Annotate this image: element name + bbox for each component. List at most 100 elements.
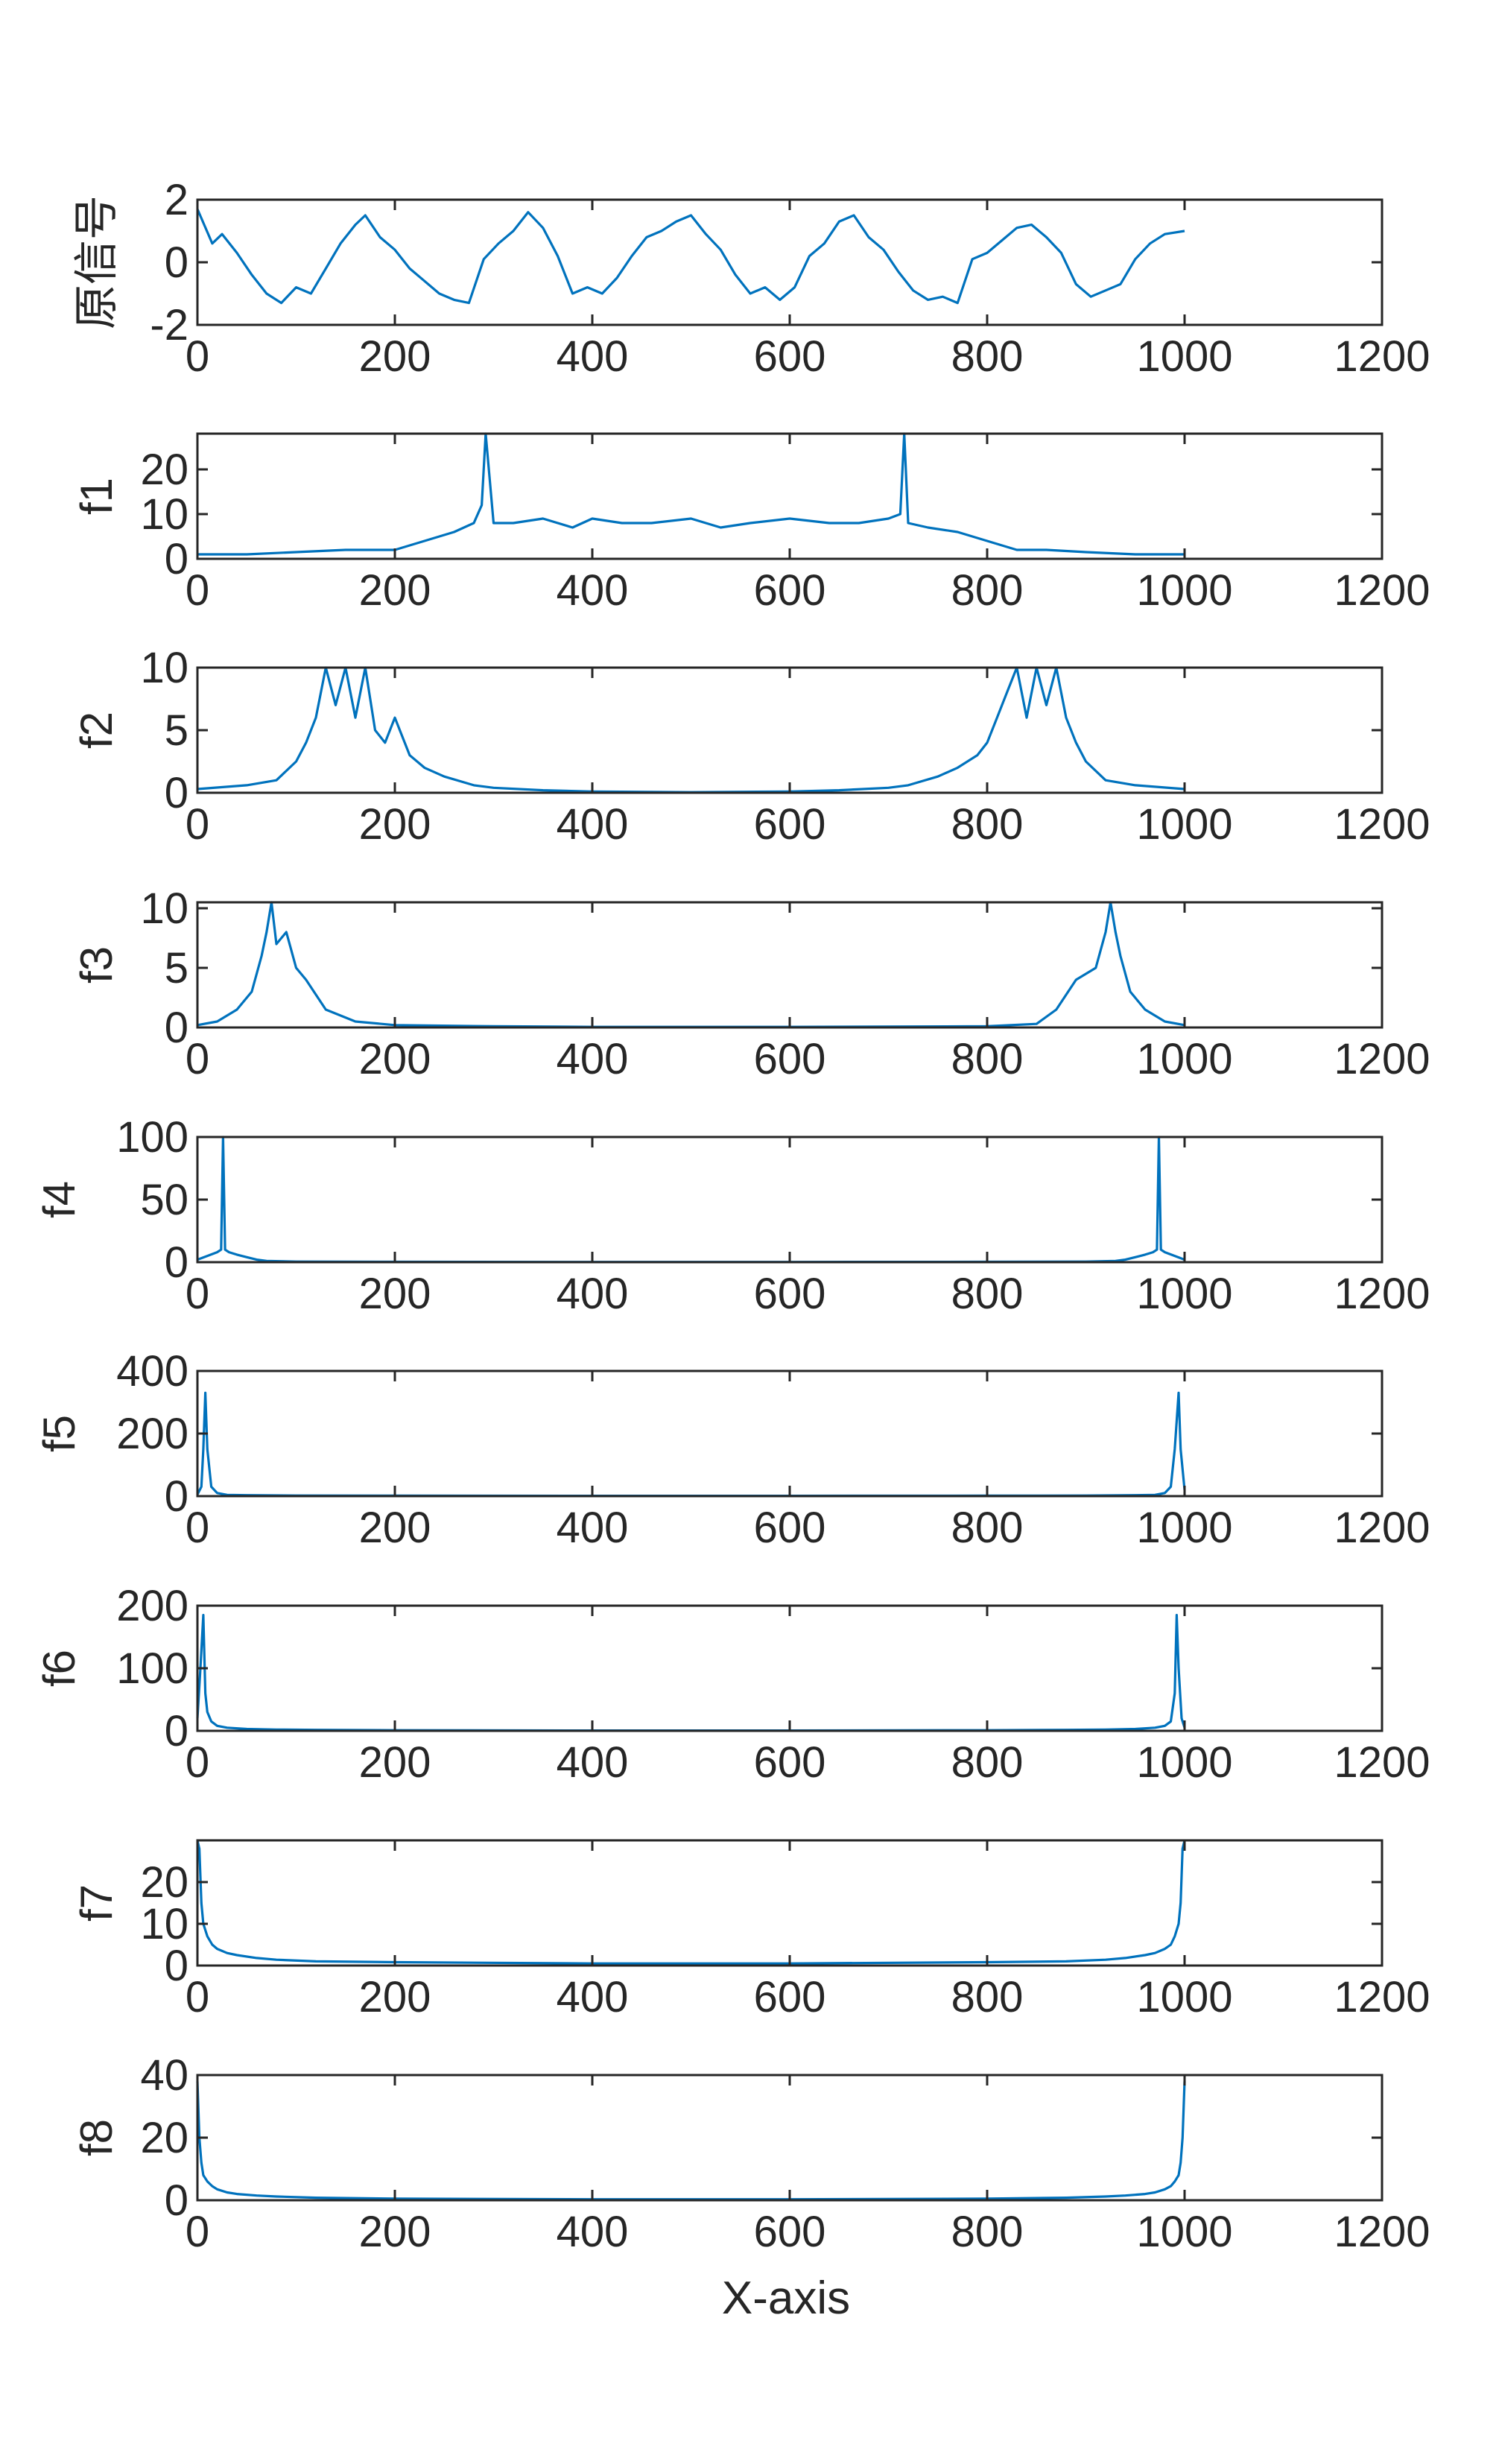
y-tick-label: 20: [140, 1858, 188, 1907]
y-axis-label: f6: [34, 1650, 84, 1687]
y-tick-label: 10: [140, 884, 188, 933]
x-tick-label: 400: [557, 332, 629, 381]
x-tick-label: 200: [359, 1035, 431, 1083]
subplot-9: 0 200 400 600 800 1000 1200 0 20 40 f8: [72, 2051, 1430, 2256]
x-tick-label: 0: [186, 800, 209, 849]
x-tick-label: 800: [951, 2208, 1024, 2256]
x-tick-label: 1200: [1334, 1035, 1430, 1083]
y-tick-label: 10: [140, 644, 188, 692]
subplot-6: 0 200 400 600 800 1000 1200 0 200 400 f5: [34, 1347, 1430, 1552]
y-tick-label: 10: [140, 1900, 188, 1948]
x-tick-label: 1000: [1136, 1738, 1232, 1787]
x-tick-label: 400: [557, 1270, 629, 1318]
x-tick-label: 1000: [1136, 332, 1232, 381]
y-tick-label: 0: [165, 2176, 188, 2225]
x-tick-label: 400: [557, 1973, 629, 2021]
x-tick-label: 1000: [1136, 2208, 1232, 2256]
x-tick-label: 0: [186, 332, 209, 381]
x-tick-label: 200: [359, 2208, 431, 2256]
x-tick-label: 200: [359, 332, 431, 381]
x-tick-label: 200: [359, 1973, 431, 2021]
x-tick-label: 400: [557, 566, 629, 615]
x-tick-label: 600: [754, 1973, 826, 2021]
x-tick-label: 800: [951, 800, 1024, 849]
series-line: [196, 208, 1185, 305]
subplot-3: 0 200 400 600 800 1000 1200 0 5 10 f2: [72, 644, 1430, 849]
x-tick-label: 800: [951, 1270, 1024, 1318]
x-tick-label: 0: [186, 1035, 209, 1083]
x-tick-label: 1200: [1334, 1504, 1430, 1552]
y-tick-label: 0: [165, 1472, 188, 1521]
y-tick-label: -2: [150, 301, 188, 349]
x-tick-label: 200: [359, 1738, 431, 1787]
x-tick-label: 600: [754, 1738, 826, 1787]
subplot-7: 0 200 400 600 800 1000 1200 0 100 200 f6: [34, 1582, 1430, 1787]
x-tick-label: 1200: [1334, 332, 1430, 381]
y-tick-label: 200: [116, 1410, 188, 1458]
x-tick-label: 400: [557, 2208, 629, 2256]
y-axis-label: f3: [72, 946, 121, 984]
y-tick-label: 50: [140, 1176, 188, 1224]
x-tick-label: 400: [557, 1035, 629, 1083]
subplot-4: 0 200 400 600 800 1000 1200 0 5 10 f3: [72, 884, 1430, 1083]
x-tick-label: 1000: [1136, 1504, 1232, 1552]
x-tick-label: 600: [754, 332, 826, 381]
y-tick-label: 0: [165, 1238, 188, 1287]
x-tick-label: 400: [557, 1504, 629, 1552]
y-tick-label: 5: [165, 706, 188, 755]
x-tick-label: 0: [186, 1738, 209, 1787]
x-tick-label: 1000: [1136, 1035, 1232, 1083]
x-tick-label: 600: [754, 2208, 826, 2256]
x-tick-label: 600: [754, 1035, 826, 1083]
y-axis-label: f5: [34, 1415, 84, 1452]
y-axis-label: 原信号: [72, 195, 121, 329]
y-tick-label: 5: [165, 944, 188, 992]
y-tick-label: 40: [140, 2051, 188, 2100]
y-axis-label: f1: [72, 478, 121, 515]
y-tick-label: 400: [116, 1347, 188, 1396]
x-tick-label: 800: [951, 566, 1024, 615]
x-tick-label: 600: [754, 1270, 826, 1318]
x-axis-label: X-axis: [722, 2273, 850, 2324]
y-tick-label: 20: [140, 2114, 188, 2162]
x-tick-label: 1200: [1334, 1738, 1430, 1787]
x-tick-label: 800: [951, 1738, 1024, 1787]
y-tick-label: 0: [165, 1004, 188, 1052]
y-axis-label: f2: [72, 712, 121, 749]
x-tick-label: 200: [359, 1504, 431, 1552]
x-tick-label: 200: [359, 566, 431, 615]
y-axis-label: f8: [72, 2119, 121, 2156]
x-tick-label: 1000: [1136, 566, 1232, 615]
x-tick-label: 600: [754, 800, 826, 849]
y-tick-label: 0: [165, 1707, 188, 1755]
x-tick-label: 1000: [1136, 800, 1232, 849]
x-tick-label: 0: [186, 566, 209, 615]
x-tick-label: 400: [557, 800, 629, 849]
y-tick-label: 0: [165, 238, 188, 287]
x-tick-label: 1000: [1136, 1973, 1232, 2021]
x-tick-label: 800: [951, 1504, 1024, 1552]
x-tick-label: 1000: [1136, 1270, 1232, 1318]
y-tick-label: 20: [140, 446, 188, 494]
series-line: [196, 1840, 1186, 1965]
x-tick-label: 600: [754, 566, 826, 615]
x-tick-label: 800: [951, 1035, 1024, 1083]
subplot-5: 0 200 400 600 800 1000 1200 0 50 100 f4: [34, 1113, 1430, 1318]
series-line: [197, 432, 1185, 556]
x-tick-label: 0: [186, 2208, 209, 2256]
x-tick-label: 0: [186, 1973, 209, 2021]
y-axis-label: f7: [72, 1884, 121, 1922]
y-tick-label: 100: [116, 1644, 188, 1693]
x-tick-label: 1200: [1334, 2208, 1430, 2256]
x-tick-label: 400: [557, 1738, 629, 1787]
y-tick-label: 0: [165, 535, 188, 583]
x-tick-label: 800: [951, 332, 1024, 381]
x-tick-label: 200: [359, 1270, 431, 1318]
x-tick-label: 1200: [1334, 566, 1430, 615]
x-tick-label: 0: [186, 1270, 209, 1318]
